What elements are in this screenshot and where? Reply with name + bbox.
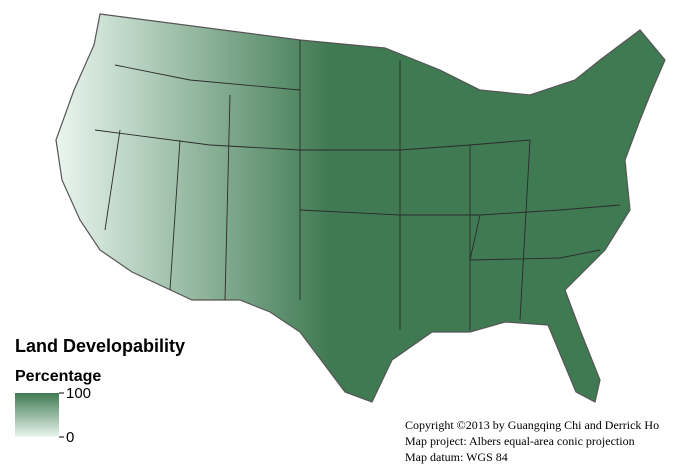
state-borders	[94, 40, 621, 330]
credit-line: Map datum: WGS 84	[405, 450, 508, 464]
legend-subtitle: Percentage	[15, 368, 101, 385]
legend-tick-label: 0	[66, 429, 74, 446]
us-outline	[55, 13, 666, 403]
legend-color-bar	[15, 393, 59, 437]
credit-line: Map project: Albers equal-area conic pro…	[405, 434, 635, 448]
legend-title: Land Developability	[15, 336, 185, 356]
legend-tick-label: 100	[66, 385, 91, 402]
credit-line: Copyright ©2013 by Guangqing Chi and Der…	[405, 418, 659, 432]
